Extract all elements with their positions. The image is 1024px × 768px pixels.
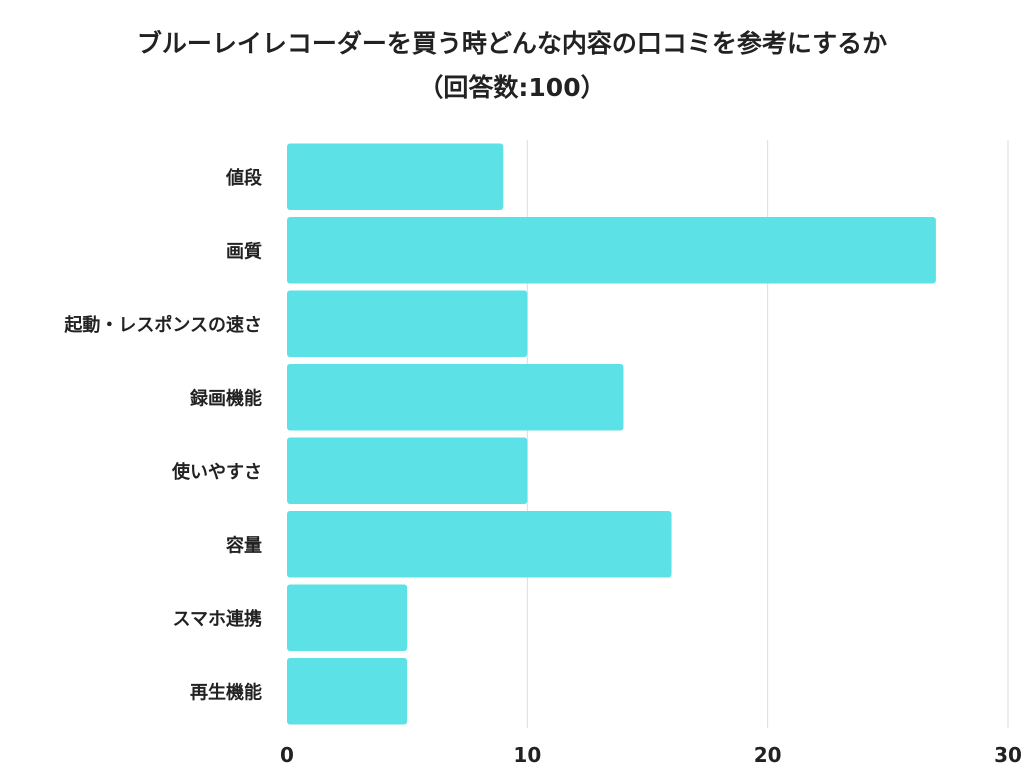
bar-1: [287, 217, 936, 284]
category-label-4: 使いやすさ: [171, 462, 262, 483]
chart-title-line1: ブルーレイレコーダーを買う時どんな内容の口コミを参考にするか: [136, 29, 888, 58]
x-tick-label-2: 20: [754, 743, 782, 767]
x-tick-label-3: 30: [994, 743, 1022, 767]
bar-2: [287, 290, 528, 357]
bar-0: [287, 143, 504, 210]
category-label-5: 容量: [226, 534, 262, 556]
chart-title: ブルーレイレコーダーを買う時どんな内容の口コミを参考にするか （回答数:100）: [0, 22, 1024, 110]
chart-title-line2: （回答数:100）: [418, 73, 606, 102]
bar-6: [287, 584, 408, 651]
x-tick-label-0: 0: [280, 743, 294, 767]
category-label-7: 再生機能: [190, 681, 262, 703]
bar-3: [287, 364, 624, 431]
category-label-2: 起動・レスポンスの速さ: [63, 314, 262, 336]
category-label-3: 録画機能: [190, 387, 262, 409]
category-label-1: 画質: [226, 240, 262, 262]
bar-5: [287, 511, 672, 578]
bar-7: [287, 658, 408, 725]
x-tick-label-1: 10: [513, 743, 541, 767]
category-label-6: スマホ連携: [173, 608, 262, 630]
bar-4: [287, 437, 528, 504]
category-label-0: 値段: [225, 167, 263, 189]
